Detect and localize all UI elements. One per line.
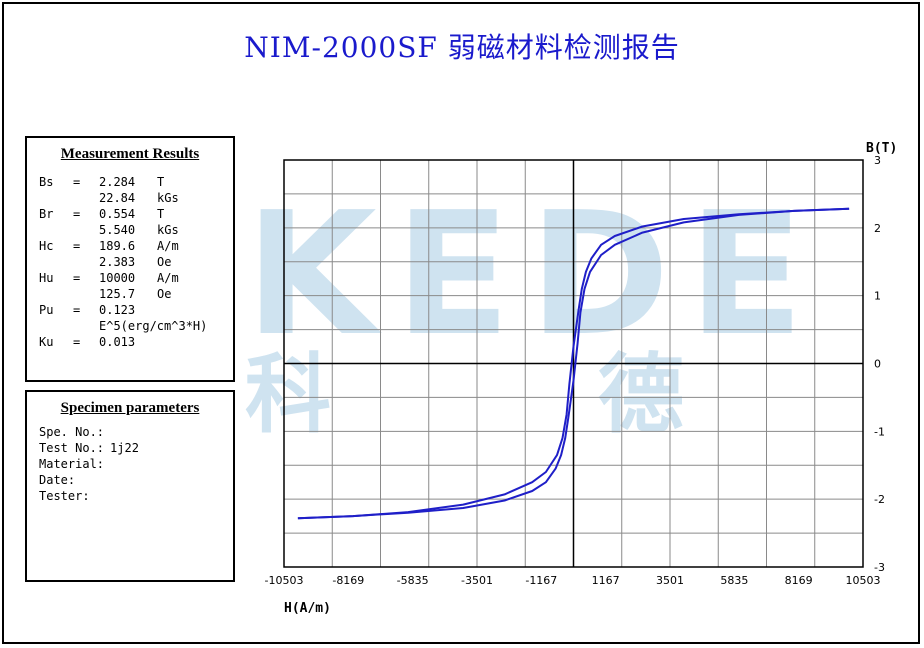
measurement-unit: T: [157, 207, 165, 221]
specimen-rows: Spe. No.: Test No.: 1j22 Material: Date: Test…: [39, 424, 139, 504]
specimen-label: Tester:: [39, 489, 90, 503]
measurement-unit: kGs: [157, 191, 179, 205]
x-tick-labels: -10503 -8169 -5835 -3501 -1167 1167 3501 5835 81…: [265, 574, 881, 587]
specimen-parameters-heading: Specimen parameters: [60, 400, 200, 416]
measurement-label: Hu: [39, 271, 54, 285]
measurement-eq: =: [73, 207, 81, 221]
measurement-label: Br: [39, 207, 54, 221]
measurement-row: Hc = 189.6 A/m: [39, 238, 207, 254]
measurement-label: Ku: [39, 335, 54, 349]
y-tick-label: -2: [874, 493, 885, 506]
x-tick-label: -1167: [525, 574, 557, 587]
measurement-eq: =: [73, 335, 81, 349]
measurement-unit: A/m: [157, 239, 179, 253]
measurement-row: Ku = 0.013: [39, 334, 207, 350]
y-tick-label: 1: [874, 290, 881, 303]
measurement-row: Br = 0.554 T: [39, 206, 207, 222]
measurement-row: 22.84 kGs: [39, 190, 207, 206]
measurement-row: 2.383 Oe: [39, 254, 207, 270]
measurement-rows: Bs = 2.284 T 22.84 kGs Br = 0.554 T 5.540 kGs Hc = 189…: [39, 174, 207, 350]
measurement-unit: T: [157, 175, 165, 189]
measurement-results-panel: Measurement Results Bs = 2.284 T 22.84 kGs Br =…: [25, 136, 235, 382]
y-tick-label: 2: [874, 222, 881, 235]
measurement-row: E^5(erg/cm^3*H): [39, 318, 207, 334]
specimen-row: Tester:: [39, 488, 139, 504]
measurement-unit: Oe: [157, 287, 172, 301]
x-tick-label: 1167: [592, 574, 620, 587]
measurement-unit: A/m: [157, 271, 179, 285]
measurement-row: 125.7 Oe: [39, 286, 207, 302]
specimen-label: Test No.:: [39, 441, 105, 455]
measurement-value: 22.84: [99, 191, 136, 205]
measurement-row: Bs = 2.284 T: [39, 174, 207, 190]
measurement-value: 10000: [99, 271, 136, 285]
specimen-row: Spe. No.:: [39, 424, 139, 440]
measurement-value: 2.383: [99, 255, 136, 269]
measurement-row: Hu = 10000 A/m: [39, 270, 207, 286]
x-tick-label: -3501: [461, 574, 493, 587]
report-title: NIM-2000SF 弱磁材料检测报告: [244, 31, 680, 64]
measurement-unit: Oe: [157, 255, 172, 269]
measurement-value: 0.123: [99, 303, 136, 317]
y-tick-labels: 3 2 1 0 -1 -2 -3: [874, 154, 885, 574]
measurement-value: 0.554: [99, 207, 136, 221]
x-tick-label: 3501: [656, 574, 684, 587]
measurement-row: 5.540 kGs: [39, 222, 207, 238]
specimen-value: 1j22: [110, 441, 139, 455]
measurement-value: 2.284: [99, 175, 136, 189]
measurement-row: Pu = 0.123: [39, 302, 207, 318]
measurement-label: Pu: [39, 303, 54, 317]
measurement-label: Hc: [39, 239, 54, 253]
x-tick-label: -8169: [332, 574, 364, 587]
x-tick-label: 10503: [846, 574, 881, 587]
measurement-eq: =: [73, 175, 81, 189]
y-tick-label: -3: [874, 561, 885, 574]
measurement-unit: kGs: [157, 223, 179, 237]
hysteresis-branch-2: [297, 207, 850, 520]
y-tick-label: 0: [874, 358, 881, 371]
measurement-label: Bs: [39, 175, 54, 189]
specimen-row: Test No.: 1j22: [39, 440, 139, 456]
x-tick-label: -10503: [265, 574, 304, 587]
measurement-value: E^5(erg/cm^3*H): [99, 319, 208, 333]
measurement-eq: =: [73, 271, 81, 285]
measurement-eq: =: [73, 239, 81, 253]
x-tick-label: -5835: [397, 574, 429, 587]
measurement-value: 5.540: [99, 223, 136, 237]
measurement-value: 0.013: [99, 335, 136, 349]
specimen-row: Date:: [39, 472, 139, 488]
specimen-label: Material:: [39, 457, 105, 471]
hysteresis-branch-1: [297, 207, 850, 520]
specimen-label: Spe. No.:: [39, 425, 105, 439]
chart-curves: [297, 207, 850, 520]
measurement-value: 189.6: [99, 239, 136, 253]
specimen-row: Material:: [39, 456, 139, 472]
specimen-parameters-panel: Specimen parameters Spe. No.: Test No.: 1j…: [25, 390, 235, 582]
x-tick-label: 8169: [785, 574, 813, 587]
x-tick-label: 5835: [720, 574, 748, 587]
chart-axes: [283, 159, 864, 568]
measurement-value: 125.7: [99, 287, 136, 301]
measurement-eq: =: [73, 303, 81, 317]
y-tick-label: -1: [874, 425, 885, 438]
specimen-label: Date:: [39, 473, 76, 487]
y-tick-label: 3: [874, 154, 881, 167]
measurement-results-heading: Measurement Results: [60, 146, 200, 162]
x-axis-label: H(A/m): [284, 601, 331, 616]
y-axis-label: B(T): [866, 141, 897, 156]
